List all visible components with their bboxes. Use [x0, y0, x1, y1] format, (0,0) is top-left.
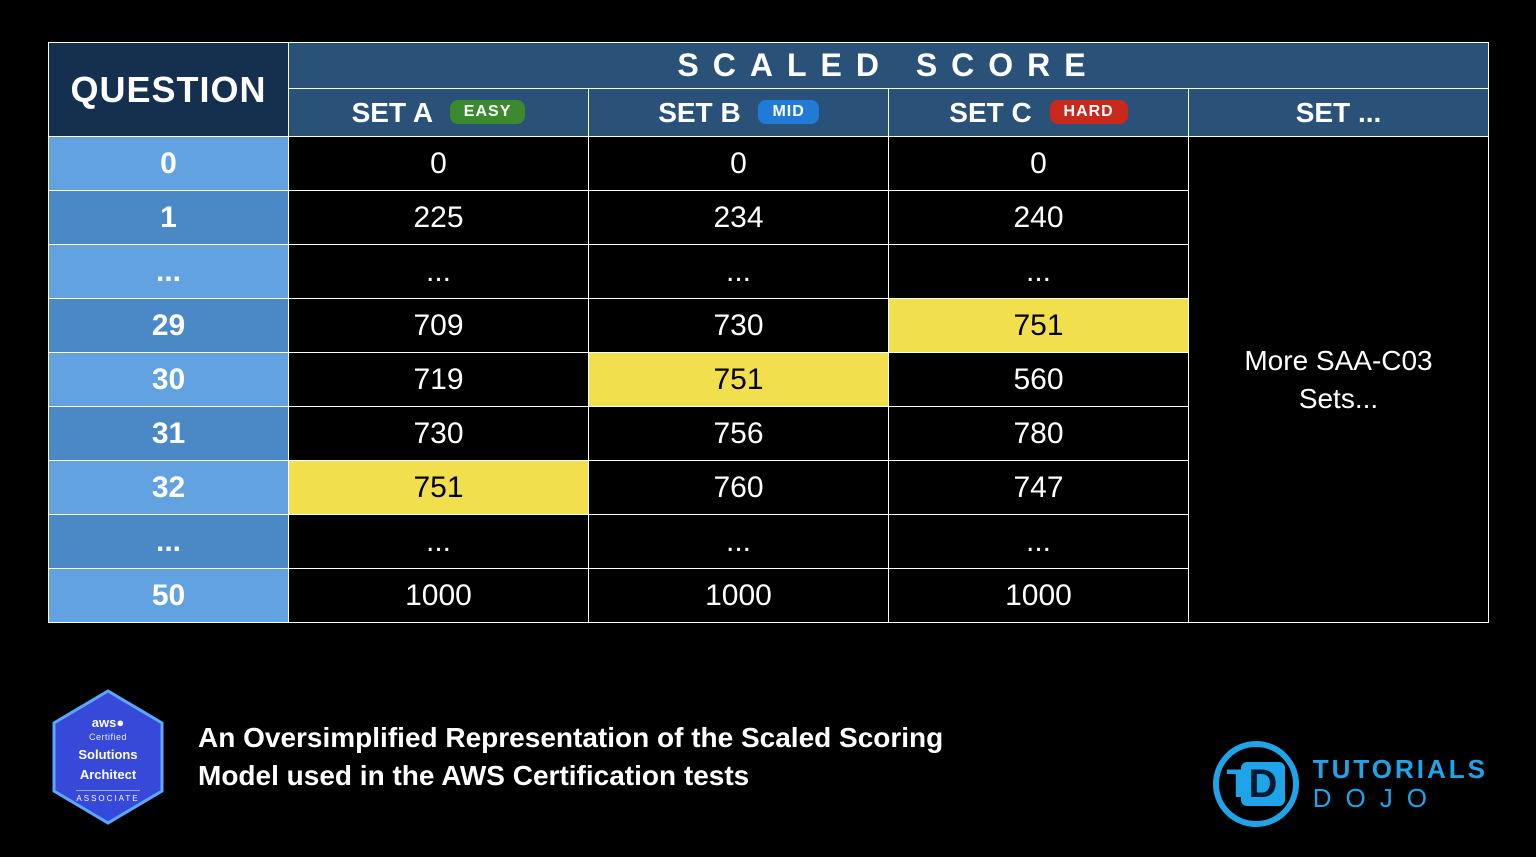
score-cell-c: ...	[889, 245, 1189, 299]
question-cell: 50	[49, 569, 289, 623]
set-a-label: SET A	[352, 97, 432, 128]
header-set-more: SET ...	[1189, 89, 1489, 137]
aws-badge-level: ASSOCIATE	[76, 790, 139, 804]
header-scaled-score: SCALED SCORE	[289, 43, 1489, 89]
header-question: QUESTION	[49, 43, 289, 137]
score-cell-b: 760	[589, 461, 889, 515]
score-cell-b: 730	[589, 299, 889, 353]
score-cell-a: 709	[289, 299, 589, 353]
aws-badge-certified: Certified	[48, 732, 168, 743]
score-cell-c: 747	[889, 461, 1189, 515]
score-cell-c: 780	[889, 407, 1189, 461]
question-cell: ...	[49, 245, 289, 299]
slide: QUESTION SCALED SCORE SET A EASY SET B M…	[0, 0, 1536, 857]
brand-logo: T D TUTORIALS DOJO	[1213, 741, 1488, 827]
question-cell: ...	[49, 515, 289, 569]
score-cell-c: 240	[889, 191, 1189, 245]
score-cell-b: 0	[589, 137, 889, 191]
score-cell-b: 234	[589, 191, 889, 245]
header-set-c: SET C HARD	[889, 89, 1189, 137]
question-cell: 0	[49, 137, 289, 191]
score-cell-a: 730	[289, 407, 589, 461]
aws-cert-badge: aws● Certified Solutions Architect ASSOC…	[48, 687, 168, 827]
score-cell-a: ...	[289, 245, 589, 299]
score-table: QUESTION SCALED SCORE SET A EASY SET B M…	[48, 42, 1489, 623]
badge-hard: HARD	[1050, 100, 1128, 124]
question-cell: 32	[49, 461, 289, 515]
table-body: 0000More SAA-C03Sets...1225234240.......…	[49, 137, 1489, 623]
aws-badge-aws: aws	[92, 715, 117, 730]
more-sets-cell: More SAA-C03Sets...	[1189, 137, 1489, 623]
aws-badge-role2: Architect	[48, 767, 168, 783]
score-cell-c: 751	[889, 299, 1189, 353]
score-cell-a: 1000	[289, 569, 589, 623]
score-cell-a: 225	[289, 191, 589, 245]
score-cell-a: 0	[289, 137, 589, 191]
brand-word-2: DOJO	[1313, 785, 1488, 812]
score-cell-b: ...	[589, 245, 889, 299]
badge-easy: EASY	[450, 100, 526, 124]
score-cell-b: 751	[589, 353, 889, 407]
set-b-label: SET B	[658, 97, 740, 128]
aws-badge-role1: Solutions	[48, 747, 168, 763]
table-row: 0000More SAA-C03Sets...	[49, 137, 1489, 191]
badge-mid: MID	[758, 100, 818, 124]
score-cell-b: 1000	[589, 569, 889, 623]
score-cell-a: ...	[289, 515, 589, 569]
score-cell-b: ...	[589, 515, 889, 569]
brand-word-1: TUTORIALS	[1313, 756, 1488, 783]
question-cell: 30	[49, 353, 289, 407]
question-cell: 1	[49, 191, 289, 245]
caption-text: An Oversimplified Representation of the …	[198, 719, 1018, 795]
score-cell-a: 751	[289, 461, 589, 515]
score-cell-c: 560	[889, 353, 1189, 407]
brand-initial-t: T	[1226, 762, 1250, 807]
score-cell-a: 719	[289, 353, 589, 407]
set-c-label: SET C	[949, 97, 1031, 128]
score-cell-c: ...	[889, 515, 1189, 569]
question-cell: 29	[49, 299, 289, 353]
header-set-a: SET A EASY	[289, 89, 589, 137]
question-cell: 31	[49, 407, 289, 461]
score-cell-c: 1000	[889, 569, 1189, 623]
brand-logo-circle: T D	[1213, 741, 1299, 827]
score-cell-c: 0	[889, 137, 1189, 191]
score-cell-b: 756	[589, 407, 889, 461]
header-set-b: SET B MID	[589, 89, 889, 137]
footer: aws● Certified Solutions Architect ASSOC…	[48, 687, 1488, 827]
